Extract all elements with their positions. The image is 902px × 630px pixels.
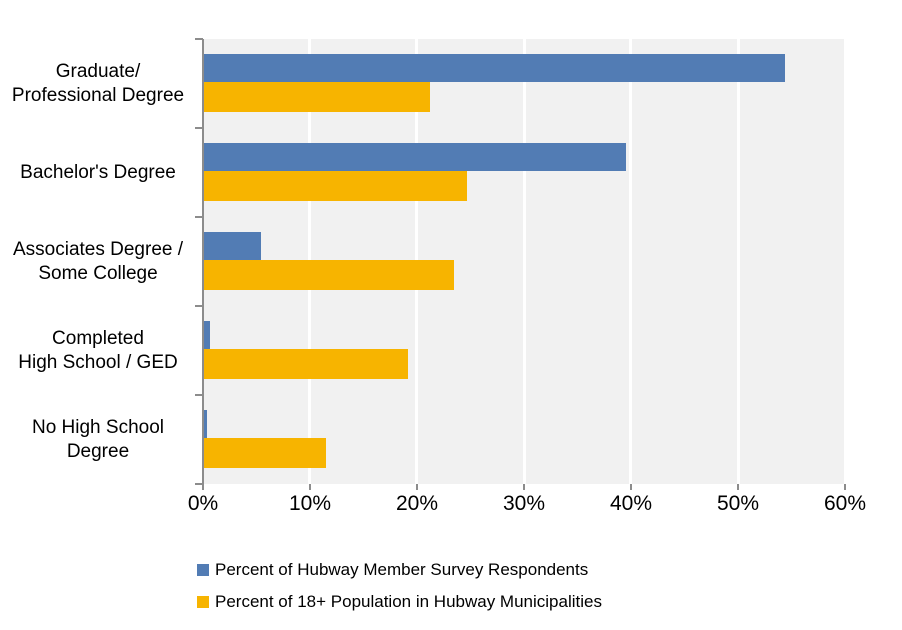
gridline	[736, 39, 740, 484]
x-axis-tick	[309, 484, 311, 490]
legend-swatch-population	[197, 596, 209, 608]
bar-member-survey	[203, 232, 261, 260]
x-axis-tick	[630, 484, 632, 490]
y-axis-tick	[195, 483, 203, 485]
x-axis-tick-label: 60%	[823, 492, 867, 515]
legend-item-member-survey: Percent of Hubway Member Survey Responde…	[197, 554, 602, 586]
x-axis-tick-label: 50%	[716, 492, 760, 515]
x-axis-tick-label: 40%	[609, 492, 653, 515]
y-axis-tick	[195, 305, 203, 307]
bar-population	[203, 260, 455, 290]
category-label: Associates Degree / Some College	[12, 238, 184, 284]
x-axis-tick	[523, 484, 525, 490]
y-axis-line	[202, 39, 204, 489]
legend-label-population: Percent of 18+ Population in Hubway Muni…	[215, 592, 602, 611]
gridline	[843, 39, 845, 484]
bar-member-survey	[203, 143, 626, 171]
x-axis-tick-label: 0%	[187, 492, 219, 515]
x-axis-tick-label: 20%	[395, 492, 439, 515]
bar-member-survey	[203, 54, 786, 82]
legend-swatch-member-survey	[197, 564, 209, 576]
x-axis-tick	[737, 484, 739, 490]
x-axis-tick-label: 10%	[288, 492, 332, 515]
x-axis-tick-label: 30%	[502, 492, 546, 515]
category-label: No High School Degree	[31, 416, 165, 462]
legend-item-population: Percent of 18+ Population in Hubway Muni…	[197, 586, 602, 618]
y-axis-tick	[195, 394, 203, 396]
gridline	[522, 39, 526, 484]
x-axis: 0% 10% 20% 30% 40% 50% 60%	[188, 484, 866, 524]
bar-population	[203, 438, 327, 468]
category-label: Bachelor's Degree	[20, 161, 176, 183]
bar-population	[203, 349, 409, 379]
legend: Percent of Hubway Member Survey Responde…	[197, 554, 602, 618]
y-axis-tick	[195, 127, 203, 129]
y-axis-tick	[195, 216, 203, 218]
x-axis-tick	[202, 484, 204, 490]
category-label: Graduate/Professional Degree	[11, 60, 185, 106]
legend-label-member-survey: Percent of Hubway Member Survey Responde…	[215, 560, 589, 579]
plot-area	[203, 39, 845, 484]
gridline	[629, 39, 633, 484]
bar-member-survey	[203, 321, 211, 349]
category-label: Completed High School / GED	[18, 327, 178, 373]
category-axis-labels: Graduate/Professional Degree Bachelor's D…	[0, 39, 196, 484]
x-axis-tick	[844, 484, 846, 490]
y-axis-tick	[195, 38, 203, 40]
bar-population	[203, 82, 430, 112]
bar-population	[203, 171, 468, 201]
bar-member-survey	[203, 410, 208, 438]
x-axis-tick	[416, 484, 418, 490]
